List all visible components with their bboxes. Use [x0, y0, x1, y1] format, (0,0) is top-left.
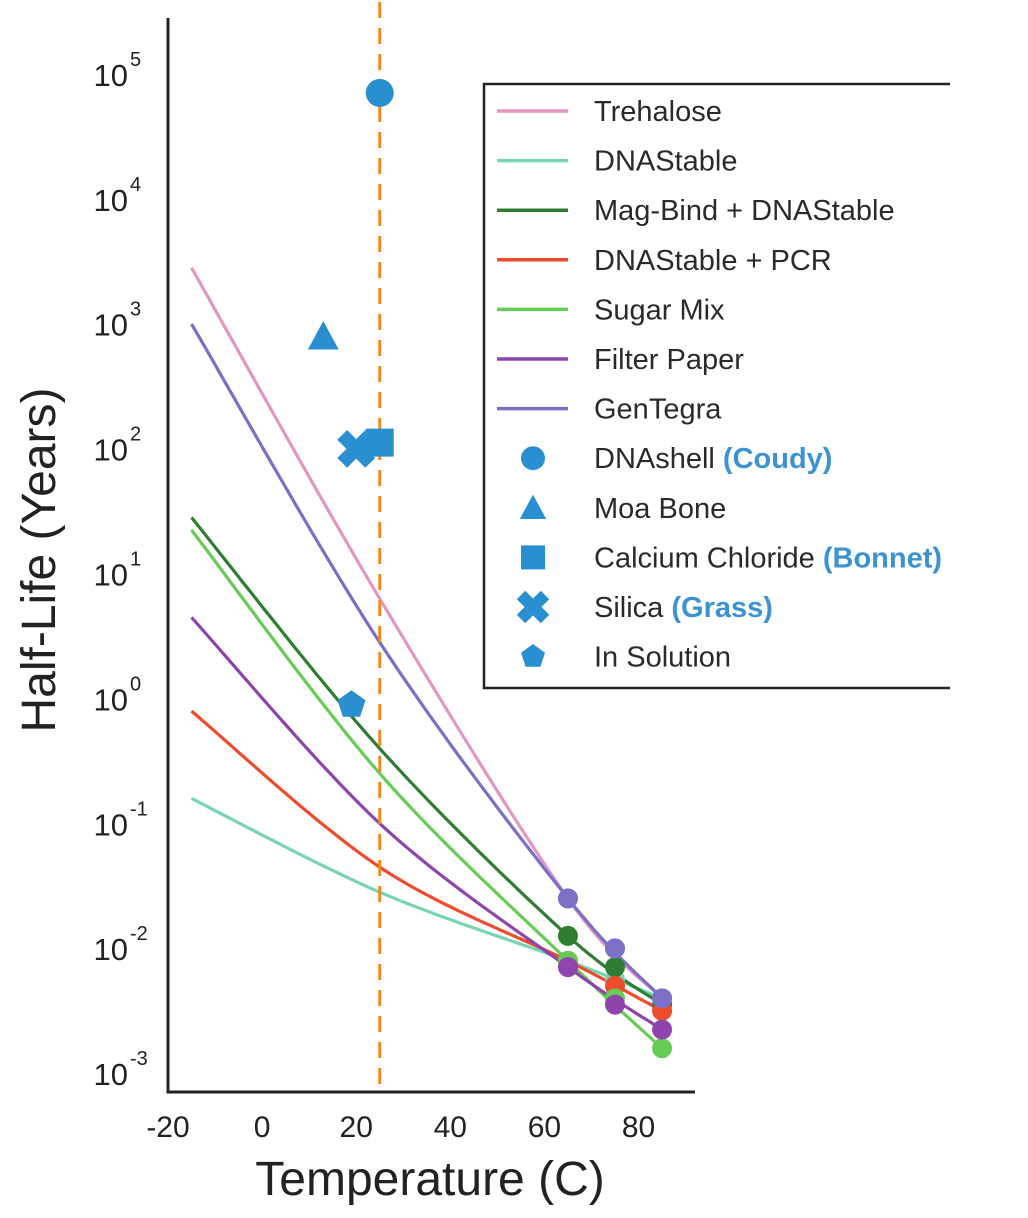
y-tick-label: 10 — [94, 682, 128, 717]
marker-silica — [337, 429, 376, 468]
x-tick-label: 60 — [528, 1111, 561, 1144]
y-tick-exponent: -3 — [130, 1048, 148, 1070]
legend-label-gentegra: GenTegra — [594, 394, 722, 426]
y-tick-exponent: 3 — [130, 299, 141, 321]
y-tick-label: 10 — [94, 433, 128, 468]
series-line-mag-bind-dnastable — [190, 516, 664, 1006]
legend-label-calcium-chloride: Calcium Chloride (Bonnet) — [594, 542, 942, 574]
legend-label-moa-bone: Moa Bone — [594, 493, 726, 525]
marker-in-solution — [337, 690, 366, 717]
legend-label-dnastable: DNAStable — [594, 146, 737, 178]
series-line-trehalose — [190, 267, 664, 1000]
legend-label-sugar-mix: Sugar Mix — [594, 294, 725, 326]
series-line-sugar-mix — [190, 529, 664, 1050]
data-point-mag-bind-dnastable — [605, 957, 626, 978]
legend-marker-calcium-chloride — [521, 545, 545, 570]
y-tick-label: 10 — [94, 58, 128, 93]
legend-marker-in-solution — [521, 644, 545, 667]
x-tick-label: 80 — [622, 1111, 655, 1144]
y-tick-label: 10 — [94, 807, 128, 842]
legend-label-in-solution: In Solution — [594, 642, 731, 674]
axes — [166, 18, 695, 1094]
y-tick-exponent: 4 — [130, 174, 141, 196]
data-point-sugar-mix — [652, 1038, 673, 1059]
data-point-gentegra — [605, 938, 626, 959]
marker-dnashell — [365, 78, 394, 107]
legend-label-dnashell: DNAshell (Coudy) — [594, 443, 832, 475]
data-point-filter-paper — [557, 957, 578, 978]
y-tick-label: 10 — [94, 932, 128, 967]
x-tick-label: 40 — [434, 1111, 467, 1144]
data-point-mag-bind-dnastable — [557, 925, 578, 946]
y-tick-exponent: 5 — [130, 49, 141, 71]
y-tick-exponent: 2 — [130, 424, 141, 446]
legend-marker-silica — [516, 590, 550, 624]
y-tick-label: 10 — [94, 183, 128, 218]
x-tick-label: 20 — [340, 1111, 373, 1144]
data-point-gentegra — [557, 888, 578, 909]
data-points — [557, 888, 673, 1059]
x-tick-label: 0 — [254, 1111, 271, 1144]
legend-label-dnastable-pcr: DNAStable + PCR — [594, 245, 832, 277]
legend: Trehalose DNAStable Mag-Bind + DNAStable DN… — [482, 82, 950, 690]
legend-label-silica: Silica (Grass) — [594, 592, 773, 624]
series-line-dnastable — [190, 797, 663, 1000]
series-line-filter-paper — [190, 616, 663, 1031]
data-point-filter-paper — [652, 1019, 673, 1040]
y-tick-exponent: 0 — [130, 673, 141, 695]
data-point-filter-paper — [605, 994, 626, 1015]
x-axis-label: Temperature (C) — [255, 1153, 604, 1206]
literature-markers — [307, 78, 394, 717]
y-axis-label: Half-Life (Years) — [13, 387, 66, 732]
legend-label-filter-paper: Filter Paper — [594, 344, 744, 376]
legend-marker-dnashell — [521, 446, 545, 471]
series-line-gentegra — [190, 323, 664, 1000]
y-tick-label: 10 — [94, 557, 128, 592]
series-lines — [190, 267, 664, 1050]
legend-frame — [482, 82, 950, 690]
marker-moa-bone — [307, 321, 339, 350]
y-tick-label: 10 — [94, 1057, 128, 1092]
y-tick-exponent: 1 — [130, 548, 141, 570]
legend-label-trehalose: Trehalose — [594, 96, 722, 128]
y-tick-label: 10 — [94, 308, 128, 343]
legend-marker-moa-bone — [519, 494, 547, 520]
legend-label-mag-bind-dnastable: Mag-Bind + DNAStable — [594, 195, 895, 227]
data-point-gentegra — [652, 988, 673, 1009]
y-tick-exponent: -1 — [130, 798, 148, 820]
x-tick-label: -20 — [146, 1111, 189, 1144]
series-line-dnastable-pcr — [190, 709, 663, 1013]
y-tick-exponent: -2 — [130, 923, 148, 945]
